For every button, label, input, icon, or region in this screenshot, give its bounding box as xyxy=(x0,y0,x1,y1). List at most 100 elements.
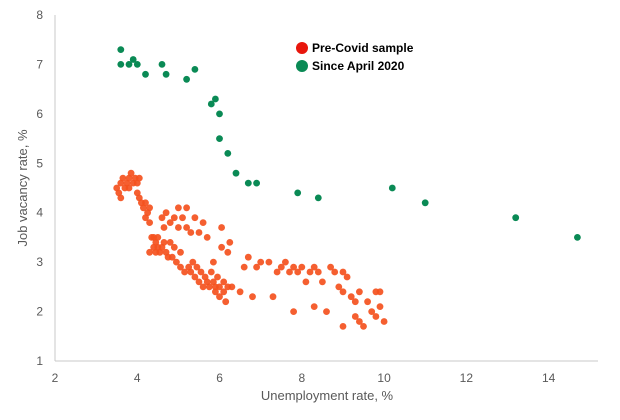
data-point-pre-covid xyxy=(310,303,318,310)
data-point-since-april-2020 xyxy=(142,70,149,78)
x-tick-label: 4 xyxy=(134,371,141,385)
data-point-pre-covid xyxy=(177,248,184,256)
y-tick-label: 1 xyxy=(36,354,43,368)
data-point-since-april-2020 xyxy=(232,169,240,177)
data-point-pre-covid xyxy=(249,293,256,301)
legend-label-since-april-2020: Since April 2020 xyxy=(312,59,405,73)
data-point-pre-covid xyxy=(183,204,191,212)
data-point-pre-covid xyxy=(212,288,219,296)
data-point-pre-covid xyxy=(380,318,388,325)
data-point-pre-covid xyxy=(265,258,273,266)
data-point-pre-covid xyxy=(302,278,310,286)
data-point-pre-covid xyxy=(253,263,260,271)
data-point-since-april-2020 xyxy=(212,95,219,103)
data-point-pre-covid xyxy=(170,214,178,222)
data-point-pre-covid xyxy=(193,263,201,271)
data-point-pre-covid xyxy=(236,288,244,296)
data-point-pre-covid xyxy=(298,263,306,271)
data-point-pre-covid xyxy=(205,283,213,291)
data-point-pre-covid xyxy=(290,308,297,315)
y-tick-label: 4 xyxy=(36,206,43,220)
legend-marker-pre-covid xyxy=(296,42,308,54)
data-point-pre-covid xyxy=(146,248,154,256)
data-point-pre-covid xyxy=(177,263,184,271)
data-point-since-april-2020 xyxy=(314,194,322,202)
data-point-pre-covid xyxy=(210,258,217,266)
data-point-pre-covid xyxy=(224,248,232,256)
data-point-pre-covid xyxy=(216,283,223,291)
data-point-since-april-2020 xyxy=(117,61,125,68)
data-point-pre-covid xyxy=(214,273,221,281)
y-tick-label: 3 xyxy=(36,255,43,269)
y-tick-label: 2 xyxy=(36,305,43,319)
data-point-pre-covid xyxy=(257,258,265,266)
data-point-pre-covid xyxy=(368,308,376,315)
data-point-since-april-2020 xyxy=(388,184,396,192)
x-tick-label: 14 xyxy=(542,371,556,385)
series-0 xyxy=(113,169,388,330)
data-point-pre-covid xyxy=(339,288,347,296)
data-point-pre-covid xyxy=(119,174,127,182)
x-tick-label: 8 xyxy=(298,371,305,385)
data-point-pre-covid xyxy=(339,268,347,276)
y-tick-label: 8 xyxy=(36,8,43,22)
data-point-since-april-2020 xyxy=(117,46,125,53)
y-tick-label: 6 xyxy=(36,107,43,121)
data-point-pre-covid xyxy=(277,263,285,271)
data-point-pre-covid xyxy=(173,258,180,266)
data-point-pre-covid xyxy=(168,253,176,261)
data-point-since-april-2020 xyxy=(574,234,581,241)
data-point-pre-covid xyxy=(323,308,330,315)
data-point-pre-covid xyxy=(199,219,207,227)
data-point-pre-covid xyxy=(197,268,205,276)
data-point-pre-covid xyxy=(269,293,277,301)
data-point-pre-covid xyxy=(218,243,226,251)
data-point-since-april-2020 xyxy=(294,189,302,197)
data-point-pre-covid xyxy=(166,239,174,246)
data-point-since-april-2020 xyxy=(183,75,191,83)
legend-entry-pre-covid: Pre-Covid sample xyxy=(296,41,414,55)
data-point-pre-covid xyxy=(356,318,363,325)
data-point-pre-covid xyxy=(142,199,149,207)
data-point-pre-covid xyxy=(195,229,203,236)
data-point-pre-covid xyxy=(125,184,133,192)
data-point-since-april-2020 xyxy=(158,61,166,68)
data-point-pre-covid xyxy=(207,268,215,276)
data-point-since-april-2020 xyxy=(216,135,223,143)
data-point-pre-covid xyxy=(226,239,234,246)
data-point-pre-covid xyxy=(360,323,367,330)
data-point-pre-covid xyxy=(127,169,135,177)
data-point-pre-covid xyxy=(175,204,182,212)
data-point-since-april-2020 xyxy=(162,70,170,78)
data-point-pre-covid xyxy=(203,234,211,241)
data-point-pre-covid xyxy=(170,243,178,251)
data-point-since-april-2020 xyxy=(207,100,215,108)
data-point-since-april-2020 xyxy=(129,56,137,63)
data-point-pre-covid xyxy=(290,263,297,271)
data-point-pre-covid xyxy=(195,278,203,286)
data-point-since-april-2020 xyxy=(253,179,260,187)
data-point-pre-covid xyxy=(351,298,359,306)
series-layer xyxy=(113,46,581,330)
series-1 xyxy=(117,46,581,241)
y-tick-label: 5 xyxy=(36,156,43,170)
data-point-pre-covid xyxy=(179,214,186,222)
data-point-pre-covid xyxy=(199,283,207,291)
data-point-pre-covid xyxy=(220,288,228,296)
data-point-pre-covid xyxy=(117,194,125,202)
data-point-pre-covid xyxy=(216,293,223,301)
data-point-pre-covid xyxy=(187,268,195,276)
data-point-pre-covid xyxy=(162,209,170,217)
data-point-pre-covid xyxy=(286,268,293,276)
data-point-pre-covid xyxy=(187,229,195,236)
data-point-pre-covid xyxy=(282,258,289,266)
data-point-pre-covid xyxy=(135,174,143,182)
data-point-pre-covid xyxy=(222,298,230,306)
data-point-pre-covid xyxy=(327,263,334,271)
data-point-pre-covid xyxy=(160,224,168,231)
data-point-pre-covid xyxy=(273,268,281,276)
data-point-pre-covid xyxy=(351,313,359,320)
legend-label-pre-covid: Pre-Covid sample xyxy=(312,41,414,55)
